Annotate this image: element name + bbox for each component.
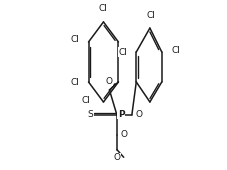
Text: O: O bbox=[121, 130, 128, 139]
Text: O: O bbox=[106, 77, 113, 86]
Text: O: O bbox=[136, 110, 143, 119]
Text: Cl: Cl bbox=[146, 11, 155, 20]
Text: O: O bbox=[114, 153, 120, 162]
Text: S: S bbox=[88, 110, 94, 119]
Text: Cl: Cl bbox=[98, 4, 107, 13]
Text: Cl: Cl bbox=[70, 78, 79, 87]
Text: Cl: Cl bbox=[82, 96, 91, 105]
Text: P: P bbox=[118, 110, 124, 119]
Text: Cl: Cl bbox=[118, 48, 127, 56]
Text: Cl: Cl bbox=[70, 35, 79, 44]
Text: Cl: Cl bbox=[171, 46, 180, 55]
